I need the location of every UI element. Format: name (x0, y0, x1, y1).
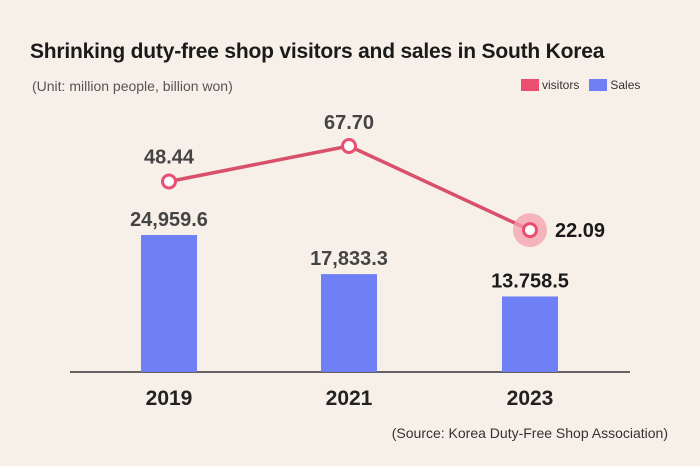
x-tick-2019: 2019 (146, 387, 193, 410)
bar-2023 (502, 296, 558, 372)
legend-swatch-sales (589, 79, 608, 91)
legend-swatch-visitors (521, 79, 539, 91)
bar-label-2023: 13.758.5 (491, 270, 569, 292)
visitors-point-2019 (161, 173, 177, 190)
source-note: (Source: Korea Duty-Free Shop Associatio… (391, 425, 668, 441)
visitors-label-2019: 48.44 (144, 147, 195, 169)
legend-item-sales: Sales (589, 78, 640, 92)
chart-title: Shrinking duty-free shop visitors and sa… (30, 40, 605, 63)
chart-subtitle: (Unit: million people, billion won) (32, 78, 233, 94)
visitors-point-2021 (341, 138, 357, 154)
bar-2019 (141, 235, 197, 372)
bar-label-2019: 24,959.6 (130, 209, 208, 231)
x-tick-2023: 2023 (507, 387, 554, 410)
visitors-point-2023 (522, 222, 538, 239)
legend: visitors Sales (521, 78, 650, 92)
legend-label-visitors: visitors (542, 78, 580, 92)
x-tick-2021: 2021 (326, 387, 373, 410)
legend-item-visitors: visitors (521, 78, 579, 92)
bar-2021 (321, 274, 377, 372)
visitors-label-2023: 22.09 (555, 220, 605, 242)
legend-label-sales: Sales (610, 78, 641, 92)
visitors-line (168, 144, 531, 232)
visitors-label-2021: 67.70 (324, 112, 374, 134)
bar-label-2021: 17,833.3 (310, 248, 388, 270)
